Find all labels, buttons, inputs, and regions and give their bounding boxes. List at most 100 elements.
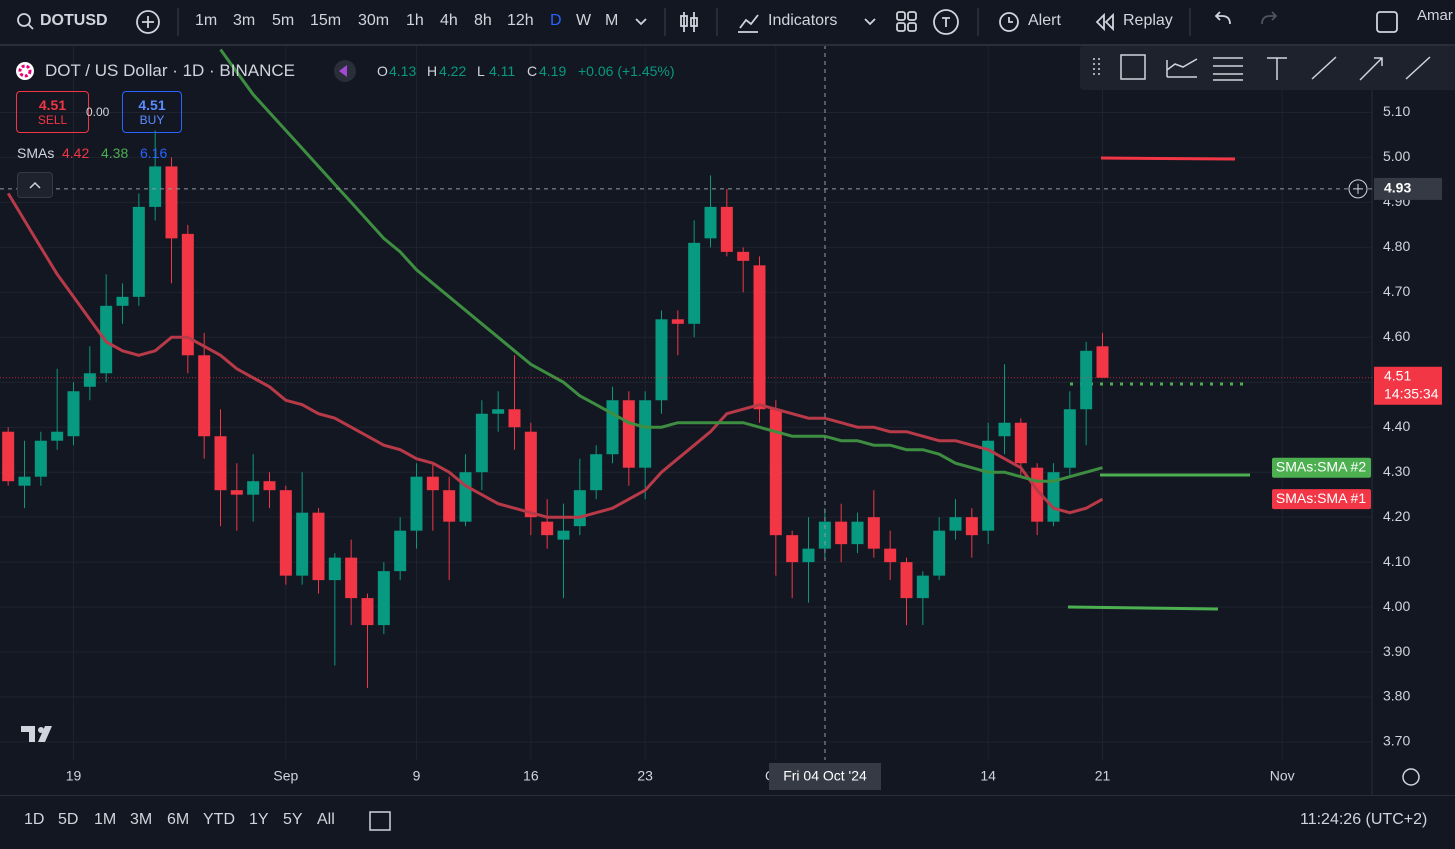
chevron[interactable] (864, 18, 876, 26)
range-button[interactable]: 3M (130, 811, 153, 828)
fullscreen-icon[interactable] (1376, 11, 1398, 33)
sell-button[interactable]: 4.51 SELL (16, 91, 89, 133)
interval[interactable]: 3m (233, 12, 256, 29)
interval[interactable]: 12h (507, 12, 534, 29)
candle-body (1080, 350, 1093, 410)
undo-icon[interactable] (1214, 11, 1231, 25)
symbol-title: DOT / US Dollar · 1D · BINANCE (45, 61, 296, 80)
range-button[interactable]: 1M (94, 811, 117, 828)
candle-body (18, 476, 31, 486)
candle-body (524, 431, 537, 518)
y-tick-label: 4.00 (1383, 598, 1410, 614)
layout-icon (907, 11, 917, 21)
candle-body (394, 530, 407, 572)
candle-body (802, 548, 815, 563)
settings-icon[interactable] (1402, 768, 1420, 786)
candle-body (557, 530, 570, 540)
candle-body (230, 490, 243, 495)
candle-body (737, 251, 750, 261)
interval[interactable]: 4h (440, 12, 458, 29)
candle-body (541, 521, 554, 536)
collapse-button[interactable] (17, 172, 53, 198)
candle-body (459, 472, 472, 522)
tool-icon[interactable] (1166, 58, 1198, 78)
indicators-button[interactable]: Indicators (768, 12, 838, 29)
sma-value: 4.42 (62, 145, 90, 161)
date-range-icon[interactable] (366, 806, 396, 836)
candle-body (982, 440, 995, 531)
x-tick-label: 9 (413, 768, 421, 784)
candle-body (67, 391, 80, 437)
range-button[interactable]: All (317, 811, 335, 828)
chevron[interactable] (635, 18, 647, 26)
replay-button[interactable]: Replay (1123, 12, 1173, 29)
logo (21, 726, 52, 742)
tool-icon[interactable] (1267, 57, 1287, 80)
range-button[interactable]: 5D (58, 811, 79, 828)
tool-icon[interactable] (1359, 57, 1383, 81)
tool-icon[interactable] (1213, 57, 1243, 81)
layout-icon[interactable] (896, 11, 906, 21)
candle-body (998, 422, 1011, 437)
range-button[interactable]: 1Y (249, 811, 269, 828)
interval[interactable]: D (550, 12, 562, 29)
drag-handle[interactable] (1093, 58, 1100, 78)
range-button[interactable]: 1D (24, 811, 45, 828)
toolbar-icons (17, 8, 1398, 36)
y-tick-label: 4.60 (1383, 328, 1410, 344)
interval[interactable]: W (576, 12, 592, 29)
ohlc-value: 4.19 (539, 63, 567, 79)
template-icon[interactable] (933, 9, 959, 35)
replay-icon[interactable] (1095, 12, 1114, 32)
layout-icon (896, 22, 906, 32)
interval[interactable]: 8h (474, 12, 492, 29)
x-tick-label: 23 (637, 768, 653, 784)
candle-body (769, 409, 782, 536)
candle-body (949, 517, 962, 531)
candle-icon[interactable] (683, 12, 695, 32)
candle-body (573, 490, 586, 527)
spread: 0.00 (86, 105, 110, 119)
range-button[interactable]: 6M (167, 811, 190, 828)
interval[interactable]: 5m (272, 12, 295, 29)
interval[interactable]: M (605, 12, 619, 29)
range-button[interactable]: YTD (203, 811, 235, 828)
x-tick-label: 19 (66, 768, 82, 784)
buy-button[interactable]: 4.51 BUY (122, 91, 182, 133)
candle-body (655, 319, 668, 401)
clock[interactable]: 11:24:26 (UTC+2) (1300, 811, 1428, 828)
symbol[interactable]: DOTUSD (40, 12, 108, 29)
drawn-line[interactable] (1067, 605, 1219, 611)
add-symbol[interactable] (136, 10, 160, 34)
buy-price: 4.51 (138, 97, 166, 113)
search-icon[interactable] (17, 13, 31, 27)
toolbar-bg (1080, 45, 1455, 90)
alert-button[interactable]: Alert (1028, 12, 1061, 29)
tool-icon[interactable] (1120, 54, 1146, 80)
candle-body (312, 512, 325, 581)
interval[interactable]: 1h (406, 12, 424, 29)
ohlc-label: L (477, 63, 485, 79)
drawn-line[interactable] (1100, 156, 1236, 161)
alert-icon[interactable] (999, 12, 1019, 32)
interval[interactable]: 1m (195, 12, 218, 29)
user-name[interactable]: Amar (1417, 7, 1453, 24)
tool-icon[interactable] (1405, 56, 1431, 80)
candle-body (508, 409, 521, 428)
redo-icon[interactable] (1261, 11, 1278, 25)
range-button[interactable]: 5Y (283, 811, 303, 828)
logo (339, 65, 347, 77)
sma-value: 6.16 (140, 145, 168, 161)
candle-body (149, 166, 162, 207)
candle-body (116, 296, 129, 306)
tool-icon[interactable] (1311, 56, 1337, 80)
candle-body (410, 476, 423, 531)
crosshair-date: Fri 04 Oct '24 (783, 768, 867, 784)
change: +0.06 (+1.45%) (578, 63, 675, 79)
interval[interactable]: 15m (310, 12, 342, 29)
indicators-icon[interactable] (738, 14, 759, 33)
ohlc-value: 4.11 (489, 63, 516, 79)
interval[interactable]: 30m (358, 12, 390, 29)
candle-body (165, 166, 178, 239)
